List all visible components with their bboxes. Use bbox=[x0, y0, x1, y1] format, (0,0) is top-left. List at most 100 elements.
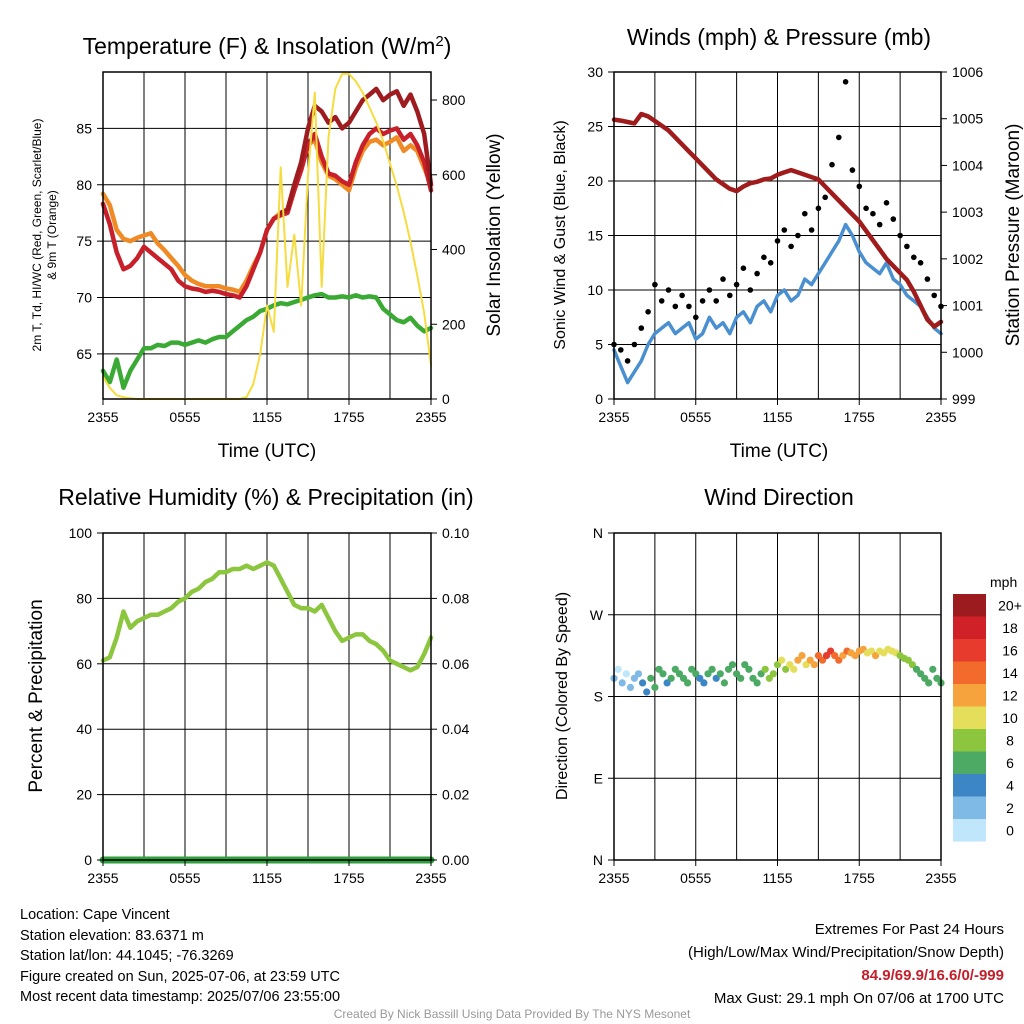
direction-point bbox=[794, 656, 802, 664]
figure-created: Figure created on Sun, 2025-07-06, at 23… bbox=[20, 968, 340, 985]
speed-colorbar: 20+ 18 16 14 12 10 8 6 4 2 0 bbox=[953, 594, 1022, 842]
direction-point bbox=[778, 656, 786, 664]
colorbar-swatch bbox=[953, 616, 986, 639]
direction-point bbox=[749, 674, 757, 682]
direction-point bbox=[700, 679, 708, 687]
extremes-legend: (High/Low/Max Wind/Precipitation/Snow De… bbox=[688, 944, 1004, 961]
x-tick-label: 0555 bbox=[169, 870, 200, 886]
gust-point bbox=[870, 210, 876, 217]
x-tick-label: 2355 bbox=[87, 870, 118, 886]
y2-tick-label: 600 bbox=[442, 167, 466, 183]
gust-point bbox=[931, 292, 937, 299]
gust-point bbox=[747, 287, 754, 293]
station-pressure-line bbox=[611, 111, 944, 329]
y-tick-label: 85 bbox=[76, 120, 92, 136]
gust-point bbox=[836, 134, 842, 141]
y2-tick-label: 400 bbox=[442, 242, 466, 258]
direction-point bbox=[720, 679, 729, 687]
direction-point bbox=[745, 665, 753, 673]
gust-point bbox=[706, 287, 713, 293]
gust-point bbox=[897, 232, 903, 239]
direction-point bbox=[639, 679, 647, 687]
gust-point bbox=[815, 205, 822, 212]
wind-xlabel: Time (UTC) bbox=[730, 441, 829, 462]
gust-point bbox=[618, 347, 624, 353]
relative-humidity-line bbox=[100, 560, 434, 673]
direction-point bbox=[814, 652, 823, 660]
direction-point bbox=[643, 688, 651, 696]
colorbar-label: 16 bbox=[1002, 642, 1018, 658]
gust-point bbox=[699, 298, 706, 304]
y-tick-label: 25 bbox=[587, 119, 603, 135]
direction-point bbox=[925, 679, 933, 687]
y-tick-label: S bbox=[594, 689, 603, 705]
gust-point bbox=[842, 79, 849, 85]
direction-point bbox=[679, 674, 688, 682]
temperature-panel: Temperature (F) & Insolation (W/m2) 2355… bbox=[30, 33, 505, 463]
direction-point bbox=[614, 665, 622, 673]
y-tick-label: W bbox=[590, 607, 604, 623]
gust-point bbox=[686, 303, 692, 310]
gust-point bbox=[863, 205, 869, 212]
humidity-grid bbox=[103, 533, 431, 860]
y2-tick-label: 800 bbox=[442, 92, 466, 108]
direction-point bbox=[798, 652, 806, 660]
y2-tick-label: 0.06 bbox=[442, 656, 469, 672]
x-tick-label: 2355 bbox=[598, 870, 629, 886]
wind-pressure-panel: Winds (mph) & Pressure (mb) 2355 0555 1155… bbox=[552, 24, 1024, 462]
wind-series bbox=[611, 79, 944, 385]
y2-tick-label: 200 bbox=[442, 316, 466, 332]
y2-tick-label: 999 bbox=[952, 391, 976, 407]
x-tick-label: 0555 bbox=[680, 409, 711, 425]
gust-point bbox=[679, 292, 685, 299]
y2-tick-label: 1006 bbox=[952, 64, 983, 80]
temperature-ylabel-line2: & 9m T (Orange) bbox=[45, 190, 59, 280]
y-tick-label: 60 bbox=[76, 656, 92, 672]
gust-point bbox=[624, 358, 631, 364]
y-tick-label: 30 bbox=[587, 64, 603, 80]
y-tick-label: 75 bbox=[76, 233, 92, 249]
station-elevation: Station elevation: 83.6371 m bbox=[20, 927, 204, 944]
y-tick-label: 80 bbox=[76, 590, 92, 606]
direction-ylabel: Direction (Colored By Speed) bbox=[554, 592, 571, 800]
gust-point bbox=[883, 200, 890, 206]
direction-point bbox=[810, 661, 818, 669]
gust-point bbox=[665, 287, 672, 293]
gust-point bbox=[631, 341, 638, 348]
direction-points bbox=[610, 645, 945, 696]
direction-point bbox=[663, 679, 671, 687]
temperature-title: Temperature (F) & Insolation (W/m2) bbox=[83, 33, 452, 60]
y-tick-label: 15 bbox=[587, 228, 603, 244]
x-tick-label: 2355 bbox=[415, 409, 446, 425]
direction-point bbox=[782, 665, 790, 673]
x-tick-label: 0555 bbox=[169, 409, 200, 425]
sonic-wind-line bbox=[612, 222, 943, 385]
gust-point bbox=[849, 167, 856, 173]
colorbar-unit-label: mph bbox=[990, 574, 1017, 590]
y-tick-label: 100 bbox=[69, 525, 93, 541]
colorbar-swatch bbox=[953, 751, 986, 774]
credit-line: Created By Nick Bassill Using Data Provi… bbox=[333, 1007, 691, 1021]
direction-point bbox=[728, 661, 737, 669]
gust-point bbox=[822, 194, 828, 201]
extremes-values: 84.9/69.9/16.6/0/-999 bbox=[861, 967, 1004, 984]
temperature-xlabel: Time (UTC) bbox=[218, 441, 317, 462]
direction-point bbox=[929, 665, 937, 673]
temperature-grid bbox=[103, 72, 431, 399]
gust-point bbox=[781, 227, 788, 233]
direction-point bbox=[716, 670, 724, 678]
x-tick-label: 1755 bbox=[844, 409, 875, 425]
colorbar-swatch bbox=[953, 594, 986, 617]
meteogram-figure: Temperature (F) & Insolation (W/m2) 2355… bbox=[26, 24, 1024, 886]
y-tick-label: 0 bbox=[595, 391, 603, 407]
gust-point bbox=[767, 260, 774, 266]
x-tick-label: 1755 bbox=[333, 409, 364, 425]
humidity-ylabel: Percent & Precipitation bbox=[26, 599, 47, 792]
gust-point bbox=[917, 260, 924, 266]
gust-point bbox=[904, 243, 910, 250]
x-tick-label: 0555 bbox=[680, 870, 711, 886]
y-tick-label: N bbox=[593, 852, 603, 868]
humidity-panel: Relative Humidity (%) & Precipitation (i… bbox=[26, 484, 474, 886]
y-tick-label: 80 bbox=[76, 177, 92, 193]
colorbar-swatch bbox=[953, 774, 986, 797]
